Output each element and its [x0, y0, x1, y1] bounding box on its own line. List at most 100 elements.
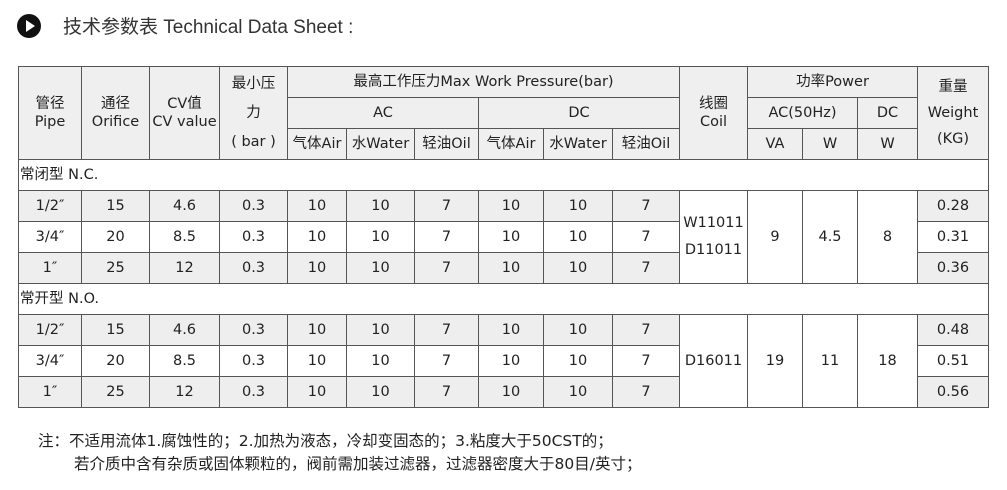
- coil-cell: D16011: [679, 314, 748, 408]
- table-cell: 7: [612, 221, 680, 253]
- weight-cell: 0.48: [917, 314, 989, 346]
- header-dc-water: 水Water: [543, 128, 613, 160]
- header-dc-oil: 轻油Oil: [612, 128, 680, 160]
- table-cell: 10: [543, 252, 613, 284]
- table-cell: 7: [414, 221, 479, 253]
- table-cell: 0.3: [219, 252, 288, 284]
- table-cell: 0.3: [219, 314, 288, 346]
- weight-cell: 0.28: [917, 190, 989, 222]
- header-ac: AC: [287, 97, 479, 129]
- table-cell: 0.3: [219, 345, 288, 377]
- va-cell: 19: [747, 314, 803, 408]
- table-cell: 20: [81, 221, 150, 253]
- table-cell: 25: [81, 252, 150, 284]
- table-cell: 7: [612, 190, 680, 222]
- table-cell: 10: [287, 345, 347, 377]
- table-cell: 12: [149, 252, 220, 284]
- header-ac-air: 气体Air: [287, 128, 347, 160]
- table-cell: 0.3: [219, 190, 288, 222]
- weight-cell: 0.36: [917, 252, 989, 284]
- header-cv: CV值 CV value: [149, 66, 220, 160]
- dc-w-cell: 18: [857, 314, 918, 408]
- table-cell: 15: [81, 190, 150, 222]
- coil-cell: W11011 D11011: [679, 190, 748, 284]
- table-cell: 1/2″: [18, 314, 82, 346]
- header-coil: 线圈 Coil: [679, 66, 748, 160]
- table-cell: 7: [612, 376, 680, 408]
- table-cell: 10: [543, 221, 613, 253]
- play-circle-icon: [17, 13, 41, 38]
- table-cell: 10: [543, 314, 613, 346]
- header-max-pressure: 最高工作压力Max Work Pressure(bar): [287, 66, 680, 98]
- section-label: 常闭型 N.C.: [18, 159, 989, 191]
- header-dc-w: W: [857, 128, 918, 160]
- table-cell: 7: [414, 314, 479, 346]
- dc-w-cell: 8: [857, 190, 918, 284]
- table-cell: 15: [81, 314, 150, 346]
- table-cell: 7: [414, 190, 479, 222]
- section-label: 常开型 N.O.: [18, 283, 989, 315]
- table-cell: 7: [414, 345, 479, 377]
- table-cell: 10: [287, 221, 347, 253]
- table-cell: 7: [612, 314, 680, 346]
- table-row: 1/2″ 15 4.6 0.3 10 10 7 10 10 7 W11011 D11011 9 4.5 8 0…: [18, 190, 989, 284]
- va-cell: 9: [747, 190, 803, 284]
- table-cell: 8.5: [149, 221, 220, 253]
- table-cell: 10: [346, 345, 415, 377]
- table-cell: 10: [478, 221, 544, 253]
- table-row: 1″ 25 12 0.3 10 10 7 10 10 7 0.56: [18, 376, 989, 408]
- table-cell: 4.6: [149, 190, 220, 222]
- table-cell: 10: [287, 376, 347, 408]
- table-row: 1/2″ 15 4.6 0.3 10 10 7 10 10 7 D16011 19 11 18 0.48: [18, 314, 989, 408]
- table-cell: 10: [287, 314, 347, 346]
- table-cell: 20: [81, 345, 150, 377]
- header-weight: 重量 Weight (KG): [917, 66, 989, 160]
- table-cell: 3/4″: [18, 345, 82, 377]
- note-line-2: 若介质中含有杂质或固体颗粒的，阀前需加装过滤器，过滤器密度大于80目/英寸；: [74, 455, 642, 473]
- weight-cell: 0.51: [917, 345, 989, 377]
- table-cell: 1/2″: [18, 190, 82, 222]
- table-cell: 0.3: [219, 376, 288, 408]
- table-cell: 8.5: [149, 345, 220, 377]
- table-cell: 10: [346, 376, 415, 408]
- table-cell: 10: [346, 252, 415, 284]
- table-cell: 1″: [18, 376, 82, 408]
- table-row: 3/4″ 20 8.5 0.3 10 10 7 10 10 7 0.31: [18, 221, 989, 253]
- header-ac-water: 水Water: [346, 128, 415, 160]
- table-cell: 4.6: [149, 314, 220, 346]
- header-orifice: 通径 Orifice: [81, 66, 150, 160]
- table-cell: 7: [414, 376, 479, 408]
- ac-w-cell: 4.5: [802, 190, 858, 284]
- technical-data-table: 管径 Pipe 通径 Orifice CV值 CV value 最小压力( bar )…: [18, 66, 989, 408]
- header-dc: DC: [478, 97, 680, 129]
- table-cell: 10: [543, 376, 613, 408]
- header-min-pressure: 最小压力( bar ): [219, 66, 288, 160]
- table-cell: 7: [414, 252, 479, 284]
- header-power: 功率Power: [747, 66, 918, 98]
- table-cell: 10: [543, 190, 613, 222]
- header-ac-oil: 轻油Oil: [414, 128, 479, 160]
- note-line-1: 注：不适用流体1.腐蚀性的；2.加热为液态，冷却变固态的；3.粘度大于50CST…: [38, 432, 613, 450]
- table-cell: 10: [478, 314, 544, 346]
- table-cell: 10: [346, 190, 415, 222]
- header-dc-air: 气体Air: [478, 128, 544, 160]
- header-ac-w: W: [802, 128, 858, 160]
- title-text: 技术参数表 Technical Data Sheet :: [63, 17, 354, 38]
- table-cell: 10: [287, 190, 347, 222]
- table-cell: 3/4″: [18, 221, 82, 253]
- table-row: 3/4″ 20 8.5 0.3 10 10 7 10 10 7 0.51: [18, 345, 989, 377]
- header-pipe: 管径 Pipe: [18, 66, 82, 160]
- weight-cell: 0.56: [917, 376, 989, 408]
- table-cell: 10: [478, 190, 544, 222]
- table-cell: 10: [478, 345, 544, 377]
- table-cell: 7: [612, 345, 680, 377]
- header-power-dc: DC: [857, 97, 918, 129]
- table-cell: 12: [149, 376, 220, 408]
- table-cell: 10: [346, 314, 415, 346]
- weight-cell: 0.31: [917, 221, 989, 253]
- ac-w-cell: 11: [802, 314, 858, 408]
- table-cell: 10: [287, 252, 347, 284]
- table-cell: 10: [478, 252, 544, 284]
- header-va: VA: [747, 128, 803, 160]
- table-cell: 0.3: [219, 221, 288, 253]
